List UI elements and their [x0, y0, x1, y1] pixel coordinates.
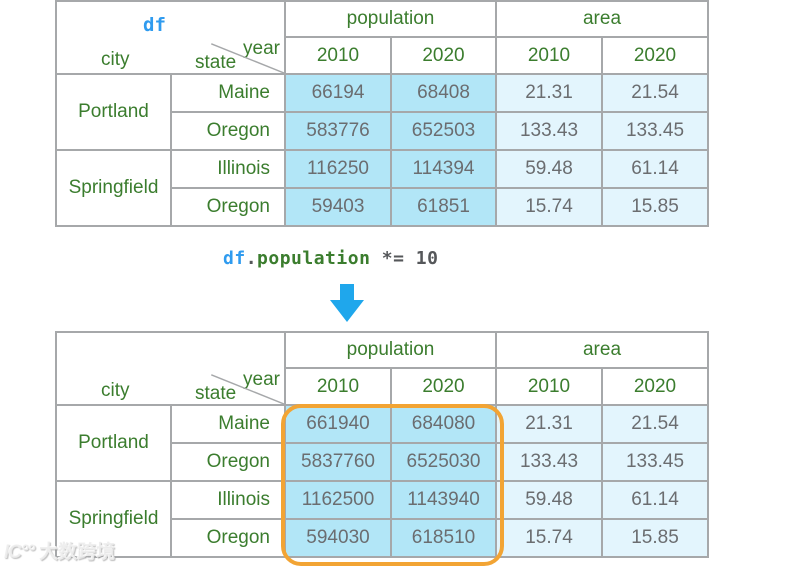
- data-cell: 661940: [284, 404, 392, 444]
- data-cell: 21.54: [601, 404, 709, 444]
- code-attribute: population: [257, 248, 371, 269]
- data-cell: 133.43: [495, 111, 603, 151]
- data-cell: 15.74: [495, 518, 603, 558]
- row-header-state: Illinois: [170, 480, 286, 520]
- transform-arrow: [330, 284, 364, 322]
- code-operation: *= 10: [370, 248, 439, 269]
- index-header-corner: city state year: [55, 331, 286, 406]
- data-cell: 21.31: [495, 73, 603, 113]
- year-header: 2020: [601, 367, 709, 406]
- year-header: 2010: [495, 367, 603, 406]
- row-axis-label-city: city: [101, 49, 130, 70]
- data-cell: 133.45: [601, 442, 709, 482]
- data-cell: 21.31: [495, 404, 603, 444]
- col-group-header-area: area: [495, 0, 709, 38]
- column-axis-label-year: year: [243, 369, 280, 390]
- row-axis-label-state: state: [195, 52, 237, 73]
- row-header-state: Oregon: [170, 442, 286, 482]
- dataframe-table-after: city state year population area 2010 202…: [55, 331, 709, 558]
- watermark-logo: IC°°: [4, 542, 35, 563]
- data-cell: 618510: [390, 518, 497, 558]
- data-cell: 1143940: [390, 480, 497, 520]
- data-cell: 1162500: [284, 480, 392, 520]
- data-cell: 116250: [284, 149, 392, 189]
- data-cell: 652503: [390, 111, 497, 151]
- row-header-state: Maine: [170, 73, 286, 113]
- col-group-header-population: population: [284, 0, 497, 38]
- row-header-city: Portland: [55, 73, 172, 151]
- data-cell: 59.48: [495, 480, 603, 520]
- dataframe-table-before: df city state year population area 2010 …: [55, 0, 709, 227]
- code-variable: df: [223, 248, 246, 269]
- column-axis-label-year: year: [243, 38, 280, 59]
- index-header-corner: df city state year: [55, 0, 286, 75]
- row-header-state: Oregon: [170, 518, 286, 558]
- col-group-header-population: population: [284, 331, 497, 369]
- data-cell: 61.14: [601, 149, 709, 189]
- row-header-city: Portland: [55, 404, 172, 482]
- data-cell: 61.14: [601, 480, 709, 520]
- data-cell: 133.43: [495, 442, 603, 482]
- code-dot: .: [245, 248, 258, 269]
- row-header-state: Oregon: [170, 187, 286, 227]
- data-cell: 59403: [284, 187, 392, 227]
- year-header: 2010: [284, 36, 392, 75]
- data-cell: 6525030: [390, 442, 497, 482]
- year-header: 2010: [495, 36, 603, 75]
- data-cell: 594030: [284, 518, 392, 558]
- down-arrow-icon: [330, 284, 364, 322]
- data-cell: 684080: [390, 404, 497, 444]
- data-cell: 15.85: [601, 518, 709, 558]
- code-statement: df.population *= 10: [223, 248, 438, 269]
- data-cell: 61851: [390, 187, 497, 227]
- data-cell: 133.45: [601, 111, 709, 151]
- row-axis-label-state: state: [195, 383, 237, 404]
- data-cell: 114394: [390, 149, 497, 189]
- year-header: 2020: [390, 36, 497, 75]
- row-header-state: Illinois: [170, 149, 286, 189]
- dataframe-variable-label: df: [143, 14, 166, 36]
- data-cell: 583776: [284, 111, 392, 151]
- row-header-city: Springfield: [55, 149, 172, 227]
- row-axis-label-city: city: [101, 380, 130, 401]
- data-cell: 66194: [284, 73, 392, 113]
- year-header: 2010: [284, 367, 392, 406]
- row-header-state: Oregon: [170, 111, 286, 151]
- row-header-city: Springfield: [55, 480, 172, 558]
- data-cell: 68408: [390, 73, 497, 113]
- data-cell: 21.54: [601, 73, 709, 113]
- year-header: 2020: [601, 36, 709, 75]
- year-header: 2020: [390, 367, 497, 406]
- col-group-header-area: area: [495, 331, 709, 369]
- row-header-state: Maine: [170, 404, 286, 444]
- data-cell: 15.74: [495, 187, 603, 227]
- data-cell: 5837760: [284, 442, 392, 482]
- data-cell: 15.85: [601, 187, 709, 227]
- data-cell: 59.48: [495, 149, 603, 189]
